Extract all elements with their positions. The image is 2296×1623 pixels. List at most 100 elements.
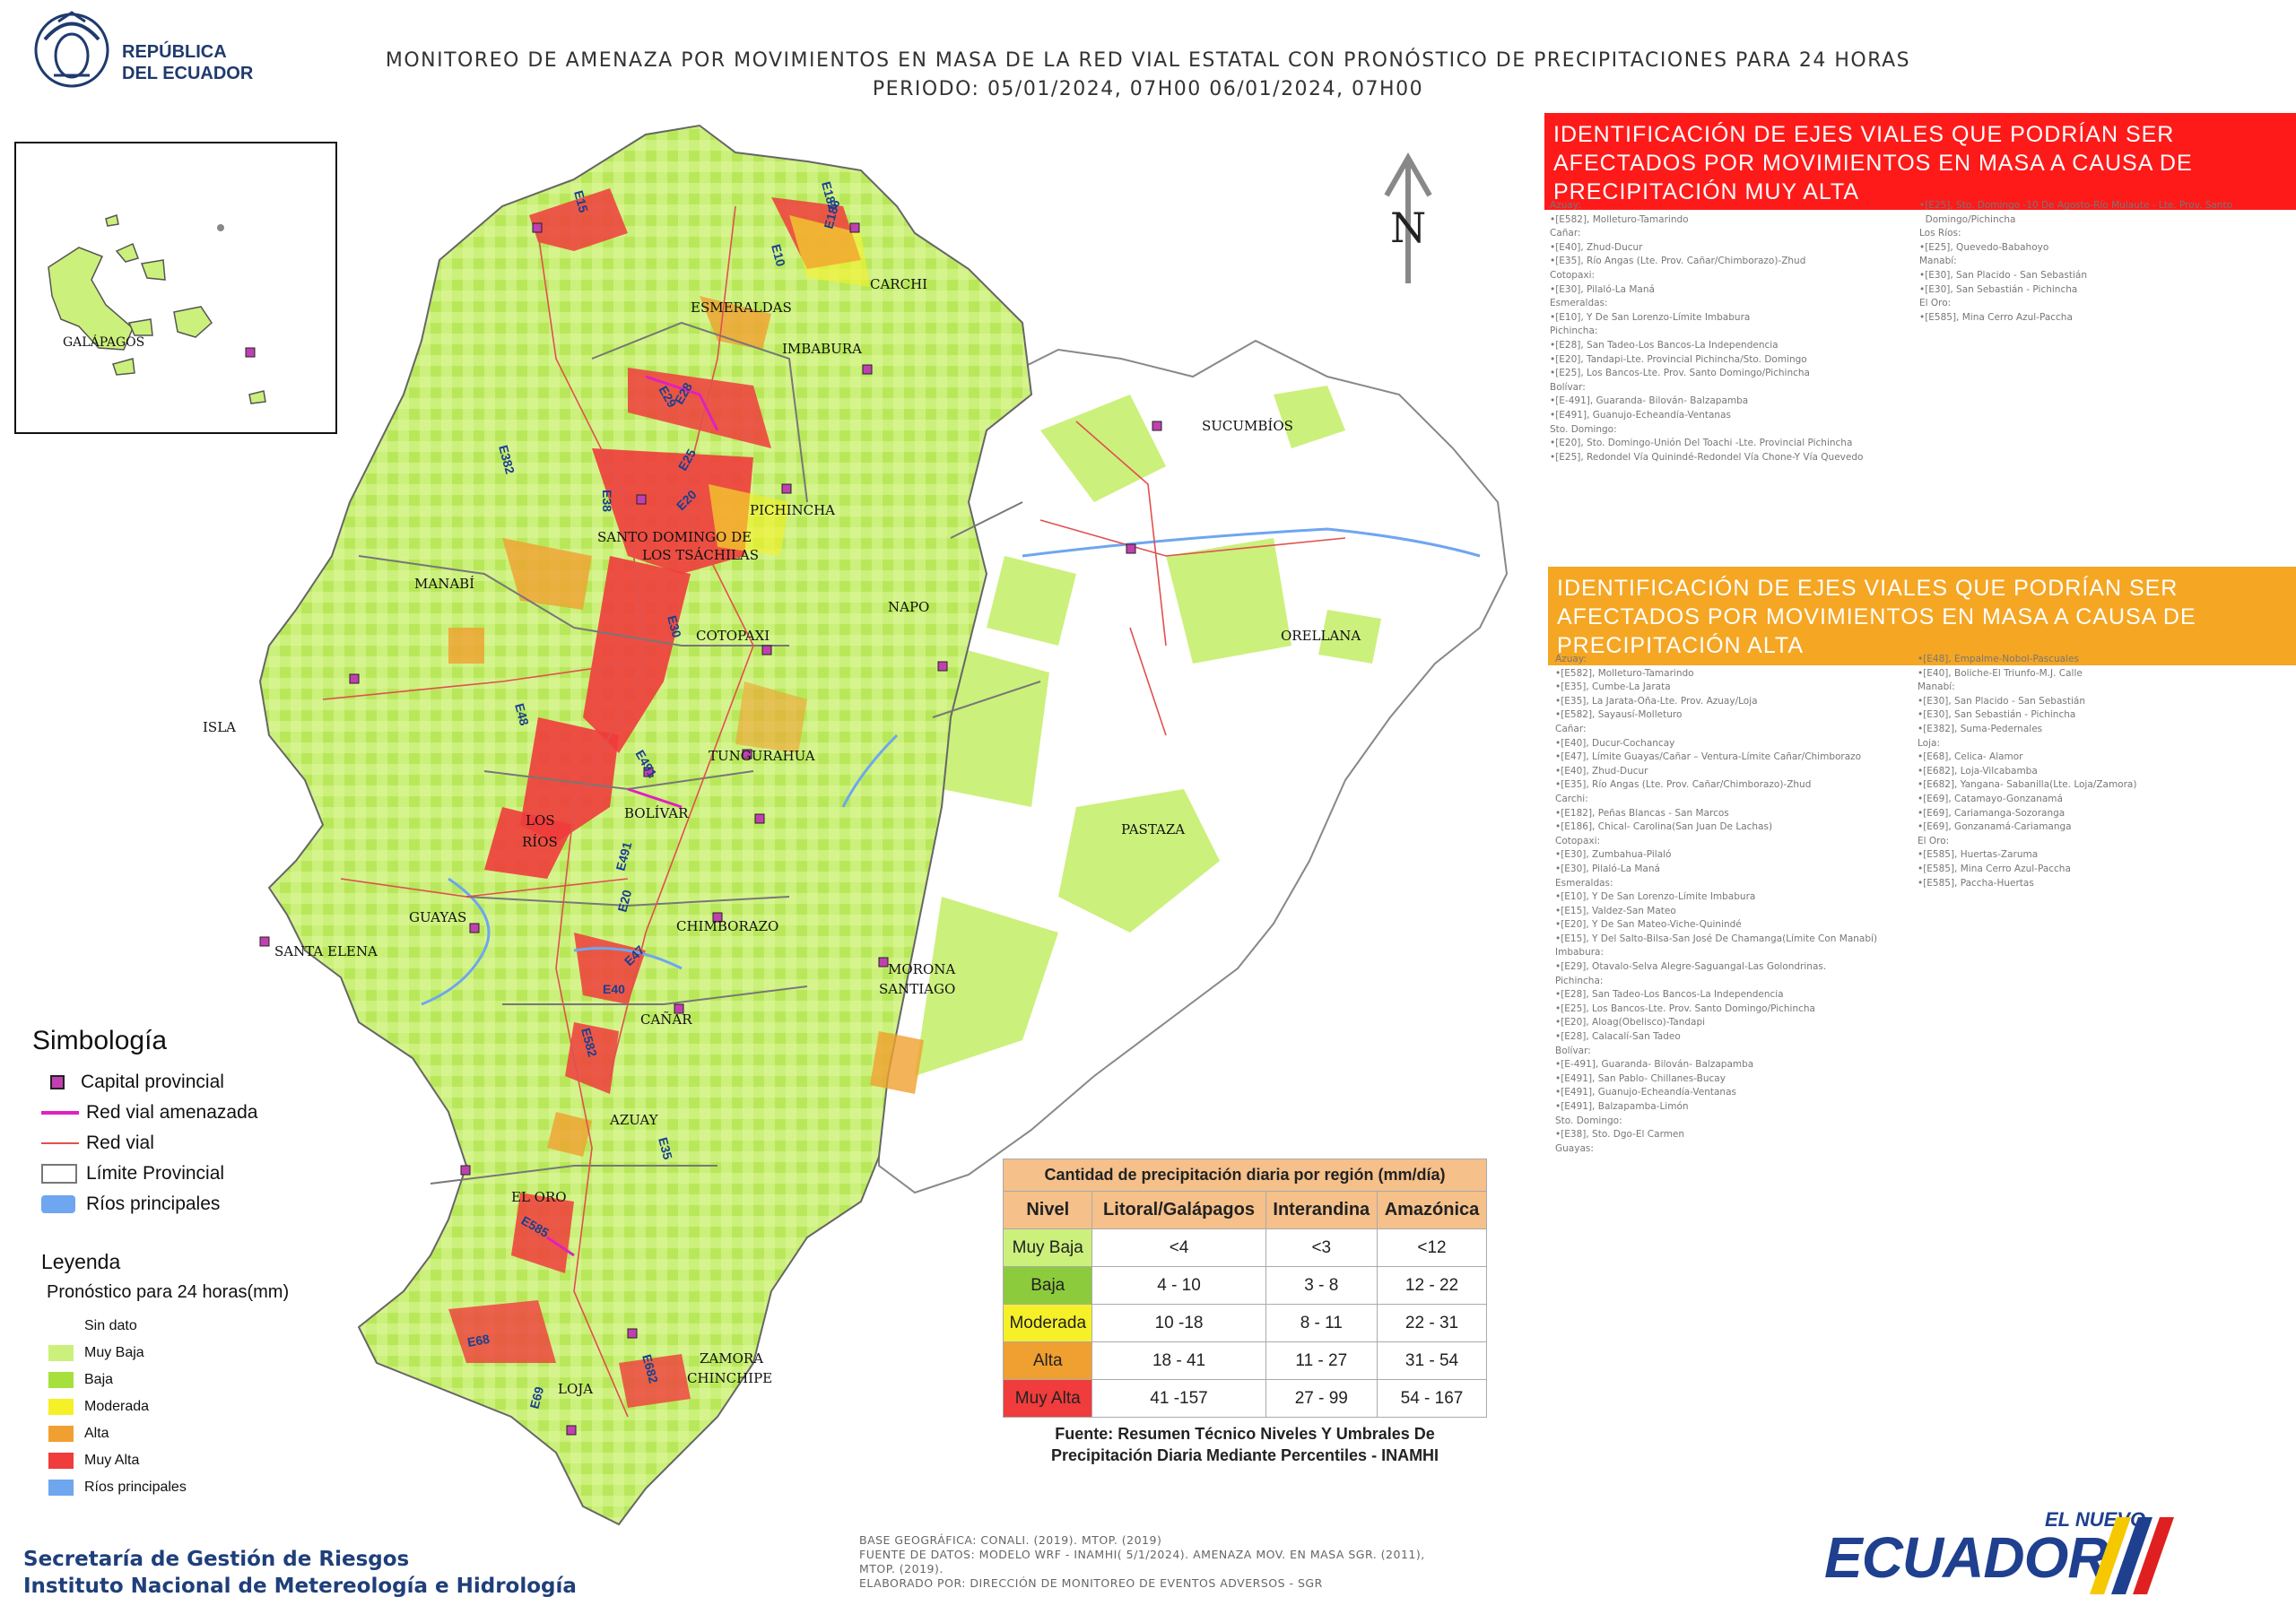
coat-of-arms-icon xyxy=(34,11,109,88)
river-icon xyxy=(41,1195,75,1213)
province-label: IMBABURA xyxy=(782,341,862,357)
legend-swatch xyxy=(48,1372,74,1388)
province-label: PASTAZA xyxy=(1121,821,1185,838)
road-label: E20 xyxy=(614,888,634,913)
province-label: MANABÍ xyxy=(414,576,474,592)
precipitation-table: Cantidad de precipitación diaria por reg… xyxy=(1002,1159,1487,1466)
capital-marker xyxy=(742,749,752,759)
table-header: Litoral/Galápagos xyxy=(1091,1191,1266,1229)
legend-list: Sin dato Muy Baja Baja Moderada Alta Muy… xyxy=(48,1313,187,1501)
road-label: E68 xyxy=(466,1332,491,1350)
capital-marker xyxy=(1152,421,1162,431)
muy-alta-list-col2: •[E25], Sto. Domingo -10 De Agosto-Río M… xyxy=(1919,200,2232,323)
table-source: Fuente: Resumen Técnico Niveles Y Umbral… xyxy=(1050,1425,1439,1464)
province-label: ISLA xyxy=(203,719,236,735)
capital-marker xyxy=(532,222,543,233)
capital-marker xyxy=(1126,543,1136,554)
province-label: MORONA xyxy=(888,961,955,977)
legend-item: Sin dato xyxy=(48,1313,187,1340)
capital-marker xyxy=(259,936,270,947)
province-label: CARCHI xyxy=(870,276,927,292)
footer-org-inamhi: Instituto Nacional de Metereología e Hid… xyxy=(23,1575,577,1598)
logo-line2: DEL ECUADOR xyxy=(122,64,254,83)
legend-item: Moderada xyxy=(48,1393,187,1420)
province-boundary-icon xyxy=(41,1164,77,1184)
province-label: CHINCHIPE xyxy=(687,1370,772,1386)
amazon-green-patches xyxy=(915,386,1381,1076)
capital-marker xyxy=(849,222,860,233)
province-label: SANTO DOMINGO DE xyxy=(597,529,752,545)
province-label: EL ORO xyxy=(511,1189,567,1205)
threatened-roads xyxy=(546,375,719,1257)
table-row: Muy Baja <4 <3 <12 xyxy=(1002,1228,1487,1267)
capital-marker xyxy=(460,1165,471,1176)
road-label: E40 xyxy=(603,982,625,996)
province-label: COTOPAXI xyxy=(696,628,770,644)
legend-item: Ríos principales xyxy=(48,1474,187,1501)
symbology-item: Capital provincial xyxy=(41,1067,257,1098)
galapagos-label: GALÁPAGOS xyxy=(63,334,144,350)
alta-list-col1: Azuay: •[E582], Molleturo-Tamarindo •[E3… xyxy=(1555,654,1878,1154)
legend-subtitle: Pronóstico para 24 horas(mm) xyxy=(47,1282,290,1302)
province-label: LOS xyxy=(526,812,555,829)
capital-marker xyxy=(627,1328,638,1339)
road-label: E35 xyxy=(656,1136,675,1161)
road-label: E10 xyxy=(769,243,788,268)
symbology-item: Límite Provincial xyxy=(41,1159,257,1189)
capital-marker xyxy=(761,645,772,655)
el-nuevo-ecuador-logo: EL NUEVO ECUADOR xyxy=(1821,1508,2179,1598)
province-label: AZUAY xyxy=(609,1112,659,1128)
capital-marker xyxy=(754,813,765,824)
legend-swatch xyxy=(48,1345,74,1361)
table-header: Nivel xyxy=(1002,1191,1093,1229)
capital-marker xyxy=(878,957,889,968)
alta-list-col2: •[E48], Empalme-Nobol-Pascuales •[E40], … xyxy=(1918,654,2137,889)
capital-marker xyxy=(245,347,256,358)
legend-swatch xyxy=(48,1399,74,1415)
symbology-title: Simbología xyxy=(32,1026,168,1055)
table-row: Muy Alta 41 -157 27 - 99 54 - 167 xyxy=(1002,1379,1487,1418)
map-title: MONITOREO DE AMENAZA POR MOVIMIENTOS EN … xyxy=(341,47,1955,104)
legend-swatch xyxy=(48,1480,74,1496)
republica-logo: REPÚBLICA DEL ECUADOR xyxy=(27,4,260,93)
province-label: SANTIAGO xyxy=(879,981,955,997)
province-label: CAÑAR xyxy=(640,1011,692,1028)
legend-item: Baja xyxy=(48,1367,187,1393)
flag-stripes-icon xyxy=(2090,1517,2174,1594)
muy-alta-banner: IDENTIFICACIÓN DE EJES VIALES QUE PODRÍA… xyxy=(1544,113,2296,210)
road-network xyxy=(322,205,1346,1418)
province-label: CHIMBORAZO xyxy=(676,918,778,934)
mainland-forecast-area xyxy=(258,124,1033,1526)
capital-marker xyxy=(712,912,723,923)
province-label: GUAYAS xyxy=(409,909,466,925)
legend-swatch xyxy=(48,1453,74,1469)
symbology-list: Capital provincial Red vial amenazada Re… xyxy=(41,1067,257,1219)
footer-sources: BASE GEOGRÁFICA: CONALI. (2019). MTOP. (… xyxy=(859,1533,1425,1590)
capital-marker xyxy=(636,494,647,505)
road-icon xyxy=(41,1142,79,1144)
province-labels: ESMERALDAS CARCHI IMBABURA SUCUMBÍOS PIC… xyxy=(203,276,1361,1397)
road-label: E48 xyxy=(512,702,532,727)
province-label: TUNGURAHUA xyxy=(709,748,815,764)
province-label: ZAMORA xyxy=(700,1350,763,1367)
table-title: Cantidad de precipitación diaria por reg… xyxy=(1003,1159,1487,1192)
table-row: Alta 18 - 41 11 - 27 31 - 54 xyxy=(1002,1341,1487,1380)
legend-item: Muy Alta xyxy=(48,1447,187,1474)
galapagos-inset: GALÁPAGOS xyxy=(14,142,337,434)
galapagos-map: GALÁPAGOS xyxy=(48,214,266,404)
province-label: ORELLANA xyxy=(1281,628,1361,644)
table-row: Moderada 10 -18 8 - 11 22 - 31 xyxy=(1002,1304,1487,1342)
capital-marker xyxy=(469,923,480,933)
road-label: E15 xyxy=(571,189,591,214)
legend-item: Alta xyxy=(48,1420,187,1447)
symbology-item: Red vial xyxy=(41,1128,257,1159)
ecuador-map: ESMERALDAS CARCHI IMBABURA SUCUMBÍOS PIC… xyxy=(203,124,1509,1526)
provincial-capitals xyxy=(259,222,1162,1436)
capital-marker xyxy=(781,483,792,494)
capital-icon xyxy=(50,1075,65,1089)
logo-line1: REPÚBLICA xyxy=(122,42,227,62)
main-rivers xyxy=(421,527,1481,1006)
legend-item: Muy Baja xyxy=(48,1340,187,1367)
title-period: PERIODO: 05/01/2024, 07H00 06/01/2024, 0… xyxy=(872,78,1424,100)
capital-marker xyxy=(862,364,873,375)
